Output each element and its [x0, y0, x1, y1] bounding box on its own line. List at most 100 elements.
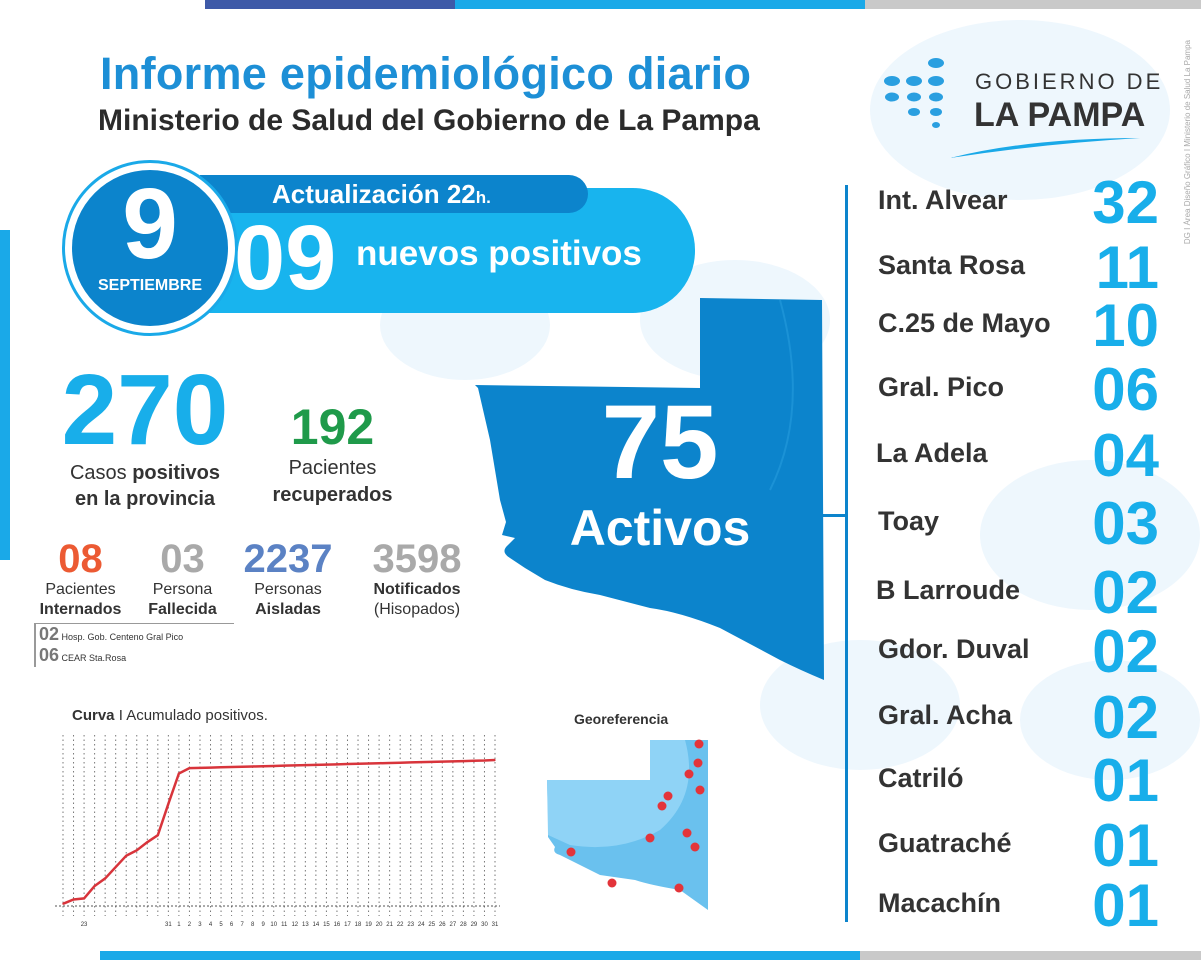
stat-value: 2237 [243, 537, 333, 581]
locality-count: 04 [1092, 422, 1159, 489]
data-point [72, 898, 75, 901]
stat-line2: Aisladas [255, 601, 321, 618]
province-map [475, 298, 824, 680]
data-point [409, 761, 412, 764]
case-location-dot [663, 791, 673, 801]
x-tick-label: 16 [334, 922, 341, 928]
data-point [62, 903, 64, 905]
data-point [336, 763, 338, 766]
data-point [209, 766, 212, 769]
x-tick-label: 22 [397, 922, 404, 928]
hospital-count: 06 [39, 645, 60, 665]
locality-count: 02 [1092, 684, 1159, 751]
update-time: Actualización 22 [272, 179, 476, 209]
data-point [283, 764, 286, 767]
active-value: 75 [601, 384, 719, 501]
credit-text: DG I Área Diseño Gráfico I Ministerio de… [1183, 40, 1192, 245]
case-location-dot [690, 842, 700, 852]
recovered-label-a: Pacientes [288, 457, 377, 479]
data-point [367, 762, 370, 765]
stat-line2: Fallecida [148, 601, 217, 618]
x-tick-label: 5 [219, 922, 223, 928]
x-tick-label: 14 [313, 922, 320, 928]
case-location-dot [684, 769, 694, 779]
data-point [157, 834, 159, 836]
x-tick-label: 18 [355, 922, 362, 928]
date-day: 9 [122, 168, 178, 280]
data-point [230, 766, 233, 768]
data-point [325, 763, 328, 766]
logo-line1: GOBIERNO DE [975, 69, 1164, 94]
locality-name: Catriló [878, 763, 964, 793]
data-point [114, 866, 117, 868]
data-point [483, 759, 486, 762]
update-suffix: h. [475, 188, 491, 207]
x-tick-label: 9 [262, 922, 266, 928]
x-tick-label: 17 [344, 922, 351, 928]
case-location-dot [566, 847, 576, 857]
case-location-dot [682, 828, 692, 838]
hospital-name: CEAR Sta.Rosa [61, 653, 127, 663]
chart-title-rest: I Acumulado positivos. [114, 707, 268, 724]
x-tick-label: 26 [439, 922, 446, 928]
stat-value: 3598 [372, 537, 462, 581]
left-stripe [0, 230, 10, 560]
x-tick-label: 27 [450, 922, 457, 928]
x-tick-label: 30 [481, 922, 488, 928]
x-tick-label: 11 [281, 922, 288, 928]
data-point [146, 841, 149, 843]
locality-name: Toay [878, 506, 940, 536]
bottom-stripe-blue [100, 951, 860, 960]
locality-name: Gdor. Duval [878, 634, 1030, 664]
locality-count: 06 [1092, 356, 1159, 423]
locality-name: Santa Rosa [878, 250, 1026, 280]
x-tick-label: 20 [376, 922, 383, 928]
bg-pill [980, 460, 1200, 610]
logo: GOBIERNO DE LA PAMPA [880, 52, 1160, 162]
date-month: SEPTIEMBRE [97, 277, 202, 294]
locality-name: La Adela [876, 438, 988, 468]
stat-line1: Notificados [373, 581, 461, 598]
active-label: Activos [569, 500, 751, 556]
new-cases-value: 09 [234, 207, 337, 309]
case-location-dot [693, 758, 703, 768]
page-title: Informe epidemiológico diario [100, 48, 752, 99]
hospital-count: 02 [39, 624, 60, 644]
hospital-row: 06 CEAR Sta.Rosa [39, 645, 234, 666]
data-point [178, 772, 180, 775]
locality-count: 11 [1095, 234, 1159, 301]
x-tick-label: 23 [81, 922, 88, 928]
data-point [188, 767, 191, 769]
hospital-row: 02 Hosp. Gob. Centeno Gral Pico [39, 624, 234, 645]
total-positives: 270 Casos positivos en la provincia [45, 360, 245, 512]
data-point [93, 885, 96, 887]
data-point [452, 760, 454, 763]
case-location-dot [645, 833, 655, 843]
series-line [62, 758, 496, 905]
bg-pill [1020, 660, 1200, 780]
logo-pills-icon [884, 58, 944, 128]
total-positives-value: 270 [61, 354, 229, 466]
locality-name: Int. Alvear [878, 185, 1008, 215]
x-tick-label: 13 [302, 922, 309, 928]
stat-item: 08 Pacientes Internados [38, 538, 123, 620]
x-tick-label: 6 [230, 922, 234, 928]
x-tick-label: 1 [177, 922, 181, 928]
total-positives-label: Casos positivos en la provincia [45, 460, 245, 512]
label-part: Casos [69, 462, 133, 484]
data-point [420, 761, 423, 763]
data-point [199, 767, 201, 769]
x-tick-label: 8 [251, 922, 255, 928]
locality-count: 02 [1092, 618, 1159, 685]
cumulative-chart: 23 31 1 2 3 4 5 6 7 8 9 10 11 12 13 14 15 16 17 18 19 20 21 22 2… [55, 735, 500, 928]
x-tick-label: 31 [165, 922, 172, 928]
x-tick-label: 10 [270, 922, 277, 928]
locality-name: C.25 de Mayo [878, 308, 1051, 338]
top-stripe-blue [455, 0, 865, 9]
top-stripe-dark [205, 0, 455, 9]
chart-title: Curva I Acumulado positivos. [72, 707, 268, 725]
locality-count: 03 [1092, 490, 1159, 557]
data-point [104, 877, 106, 880]
stat-line1: Personas [254, 581, 322, 598]
data-point [494, 759, 496, 761]
